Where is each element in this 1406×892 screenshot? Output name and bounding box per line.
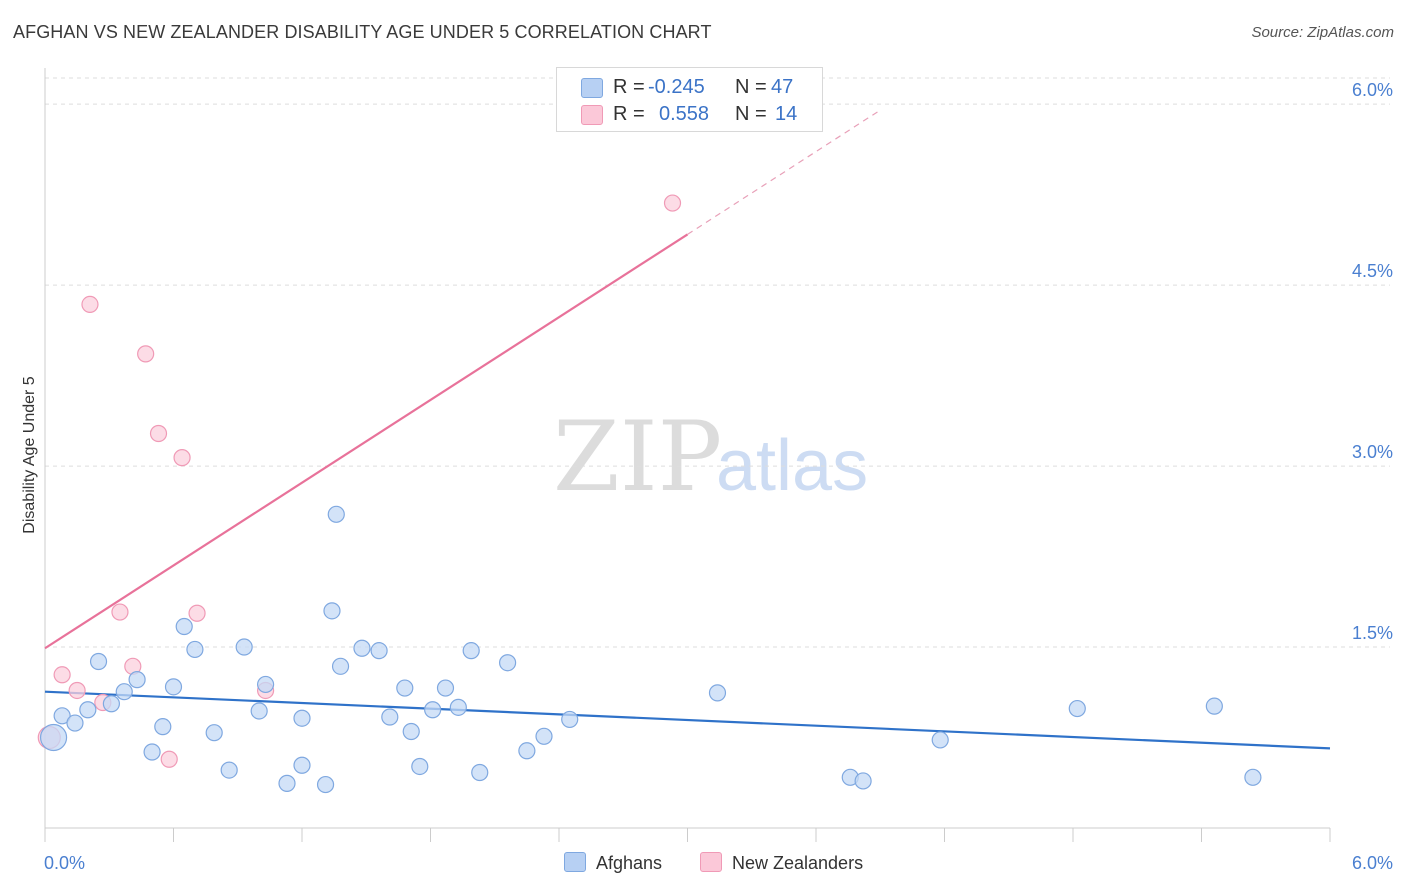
y-tick-label: 3.0% (1352, 442, 1393, 462)
y-tick-label: 1.5% (1352, 623, 1393, 643)
legend-n-label: N = (735, 76, 767, 98)
afghans-point (561, 710, 579, 729)
new-zealanders-point (68, 681, 86, 700)
afghans-point (39, 723, 68, 752)
new-zealanders-point (173, 449, 191, 467)
afghans-point (1205, 697, 1223, 715)
legend-n-label: N = (735, 103, 767, 125)
afghans-point (411, 757, 429, 776)
legend-n-value: 14 (775, 103, 798, 125)
afghans-point (316, 775, 335, 794)
afghans-point (220, 761, 238, 779)
afghans-point (462, 642, 480, 660)
new-zealanders-point (111, 603, 129, 621)
afghans-point (323, 602, 341, 620)
new-zealanders-point (137, 345, 155, 363)
watermark-zip: ZIP (553, 401, 722, 513)
afghans-point (164, 678, 183, 696)
watermark: ZIP atlas (553, 401, 868, 513)
afghans-point (154, 718, 172, 736)
afghans-point (931, 731, 949, 749)
afghans-point (436, 679, 455, 697)
afghans-point (235, 638, 253, 656)
afghans-point (175, 617, 193, 636)
afghans-point (66, 714, 84, 732)
legend-item-new-zealanders: New Zealanders (700, 852, 863, 874)
new-zealanders-point (81, 295, 99, 313)
legend-label-new-zealanders: New Zealanders (732, 853, 864, 873)
afghans-point (115, 683, 133, 701)
afghans-point (250, 702, 268, 720)
afghans-point (402, 722, 420, 741)
afghans-point (89, 652, 108, 671)
legend-swatch-new-zealanders (700, 852, 722, 872)
afghans-point (396, 679, 414, 697)
afghans-point (205, 724, 223, 742)
legend-r-label: R = (613, 76, 645, 98)
afghans-point (424, 701, 442, 719)
new-zealanders-point (188, 604, 206, 622)
axes: 1.5% 3.0% 4.5% 6.0% 0.0% 6.0% (44, 68, 1393, 873)
afghans-point (370, 642, 388, 660)
source-label: Source: ZipAtlas.com (1251, 24, 1394, 41)
afghans-point (293, 709, 311, 727)
afghans-point (256, 675, 275, 694)
afghans-point (278, 774, 296, 792)
legend-r-value: 0.558 (659, 103, 710, 125)
y-tick-label: 4.5% (1352, 261, 1393, 281)
new-zealanders-point (149, 424, 168, 443)
afghans-point (331, 657, 350, 675)
afghans-point (79, 701, 97, 719)
y-axis-title: Disability Age Under 5 (21, 376, 38, 534)
legend-label-afghans: Afghans (596, 853, 663, 873)
afghans-point (128, 671, 146, 689)
afghans-point (293, 756, 311, 774)
new-zealanders-point (53, 666, 71, 684)
legend-swatch-afghans (564, 852, 586, 872)
trendlines (44, 109, 1331, 750)
new-zealanders-point (160, 750, 178, 768)
afghans-point (1244, 768, 1262, 786)
afghans-point (854, 772, 872, 790)
x-tick-label: 6.0% (1352, 853, 1393, 873)
afghans-point (708, 684, 727, 702)
trendline-new-zealanders (44, 233, 689, 650)
chart-title: AFGHAN VS NEW ZEALANDER DISABILITY AGE U… (13, 22, 712, 42)
new-zealanders-point (663, 194, 682, 212)
trendline-new-zealanders-extension (687, 109, 881, 235)
grid-lines (45, 77, 1390, 648)
afghans-point (449, 698, 467, 716)
afghans-point (102, 695, 120, 713)
legend-n-value: 47 (771, 76, 794, 98)
x-tick-label: 0.0% (44, 853, 85, 873)
legend-swatch-afghans (581, 78, 603, 98)
afghans-point (1068, 699, 1086, 718)
afghans-point (535, 727, 553, 745)
legend-r-label: R = (613, 103, 645, 125)
afghans-point (471, 763, 489, 782)
y-tick-label: 6.0% (1352, 80, 1393, 100)
afghans-point (53, 707, 71, 725)
trendline-afghans (44, 690, 1331, 750)
legend-r-value: -0.245 (648, 76, 705, 98)
afghans-point (327, 505, 345, 523)
afghans-point (353, 639, 371, 657)
afghans-point (143, 743, 161, 761)
data-points (37, 194, 1262, 794)
afghans-point (518, 742, 536, 760)
correlation-legend: R = -0.245 N = 47 R = 0.558 N = 14 (556, 67, 823, 132)
afghans-point (186, 640, 204, 659)
afghans-point (499, 654, 517, 672)
legend-swatch-new-zealanders (581, 105, 603, 125)
afghans-point (381, 708, 399, 726)
legend-item-afghans: Afghans (564, 852, 662, 874)
